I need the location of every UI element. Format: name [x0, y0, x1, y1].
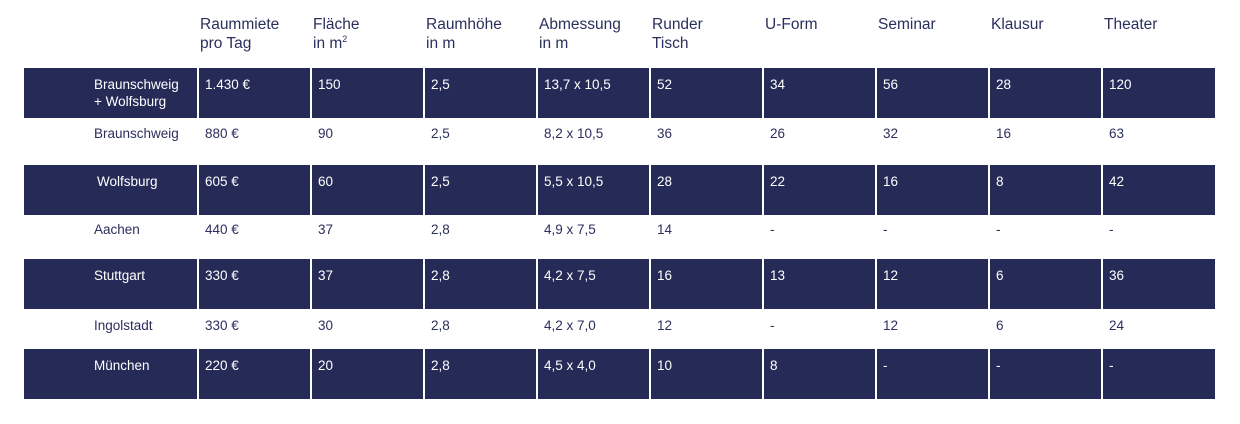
cell-seminar: -	[883, 222, 888, 237]
cell-raumhoehe: 2,5	[431, 126, 450, 141]
cell-abmessung: 13,7 x 10,5	[538, 68, 649, 118]
table-header: Raummiete pro Tag Fläche in m2 Raumhöhe in …	[0, 15, 1240, 65]
cell-abmessung: 4,5 x 4,0	[538, 349, 649, 399]
cell-seminar: 12	[877, 259, 988, 309]
cell-raumhoehe: 2,5	[425, 68, 536, 118]
header-klausur: Klausur	[991, 16, 1044, 33]
cell-klausur: 6	[990, 259, 1101, 309]
table-row: Braunschweig + Wolfsburg 1.430 € 150 2,5…	[24, 68, 1215, 118]
cell-runder-tisch: 52	[651, 68, 762, 118]
cell-raummiete: 330 €	[205, 318, 239, 333]
cell-flaeche: 60	[312, 165, 423, 215]
cell-seminar: 32	[883, 126, 899, 141]
header-runder-tisch: Runder Tisch	[652, 16, 703, 52]
cell-theater: 120	[1103, 68, 1215, 118]
table-row: München 220 € 20 2,8 4,5 x 4,0 10 8 - - …	[24, 349, 1215, 399]
cell-flaeche: 90	[318, 126, 334, 141]
cell-runder-tisch: 16	[651, 259, 762, 309]
header-flaeche: Fläche in m2	[313, 16, 360, 52]
cell-abmessung: 8,2 x 10,5	[544, 126, 604, 141]
cell-theater: -	[1109, 222, 1114, 237]
table-row: Ingolstadt 330 € 30 2,8 4,2 x 7,0 12 - 1…	[24, 309, 1215, 359]
header-abmessung: Abmessung in m	[539, 16, 621, 52]
cell-flaeche: 37	[312, 259, 423, 309]
cell-raumhoehe: 2,8	[431, 222, 450, 237]
header-theater: Theater	[1104, 16, 1158, 33]
cell-u-form: 22	[764, 165, 875, 215]
cell-runder-tisch: 14	[657, 222, 673, 237]
cell-flaeche: 20	[312, 349, 423, 399]
cell-u-form: 13	[764, 259, 875, 309]
cell-abmessung: 4,9 x 7,5	[544, 222, 596, 237]
table-row: Wolfsburg 605 € 60 2,5 5,5 x 10,5 28 22 …	[24, 165, 1215, 215]
location-name: Stuttgart	[24, 259, 197, 309]
cell-seminar: -	[877, 349, 988, 399]
cell-flaeche: 150	[312, 68, 423, 118]
cell-flaeche: 30	[318, 318, 334, 333]
cell-klausur: 8	[990, 165, 1101, 215]
cell-raummiete: 330 €	[199, 259, 310, 309]
location-name: München	[24, 349, 197, 399]
cell-abmessung: 4,2 x 7,5	[538, 259, 649, 309]
cell-raummiete: 1.430 €	[199, 68, 310, 118]
table-row: Aachen 440 € 37 2,8 4,9 x 7,5 14 - - - -	[24, 213, 1215, 263]
cell-flaeche: 37	[318, 222, 334, 237]
location-name: Ingolstadt	[94, 318, 153, 333]
cell-raummiete: 605 €	[199, 165, 310, 215]
cell-u-form: 34	[764, 68, 875, 118]
header-seminar: Seminar	[878, 16, 936, 33]
table-row: Braunschweig 880 € 90 2,5 8,2 x 10,5 36 …	[24, 117, 1215, 167]
location-name: Aachen	[94, 222, 140, 237]
cell-abmessung: 5,5 x 10,5	[538, 165, 649, 215]
cell-theater: -	[1103, 349, 1215, 399]
location-name: Braunschweig + Wolfsburg	[24, 68, 197, 118]
cell-u-form: -	[770, 222, 775, 237]
cell-u-form: -	[770, 318, 775, 333]
cell-raumhoehe: 2,5	[425, 165, 536, 215]
cell-u-form: 8	[764, 349, 875, 399]
cell-raumhoehe: 2,8	[431, 318, 450, 333]
header-raummiete: Raummiete pro Tag	[200, 16, 280, 52]
cell-klausur: -	[996, 222, 1001, 237]
location-name: Braunschweig	[94, 126, 179, 141]
cell-seminar: 56	[877, 68, 988, 118]
cell-theater: 36	[1103, 259, 1215, 309]
cell-seminar: 12	[883, 318, 899, 333]
cell-u-form: 26	[770, 126, 786, 141]
table-row: Stuttgart 330 € 37 2,8 4,2 x 7,5 16 13 1…	[24, 259, 1215, 309]
cell-klausur: -	[990, 349, 1101, 399]
location-name: Wolfsburg	[24, 165, 197, 215]
cell-raummiete: 880 €	[205, 126, 239, 141]
cell-runder-tisch: 12	[657, 318, 673, 333]
cell-klausur: 6	[996, 318, 1004, 333]
cell-runder-tisch: 36	[657, 126, 673, 141]
cell-raummiete: 440 €	[205, 222, 239, 237]
header-raumhoehe: Raumhöhe in m	[426, 16, 502, 52]
cell-seminar: 16	[877, 165, 988, 215]
cell-abmessung: 4,2 x 7,0	[544, 318, 596, 333]
cell-runder-tisch: 10	[651, 349, 762, 399]
cell-theater: 42	[1103, 165, 1215, 215]
cell-raumhoehe: 2,8	[425, 349, 536, 399]
cell-theater: 63	[1109, 126, 1125, 141]
cell-raumhoehe: 2,8	[425, 259, 536, 309]
cell-klausur: 16	[996, 126, 1012, 141]
header-u-form: U-Form	[765, 16, 818, 33]
cell-theater: 24	[1109, 318, 1125, 333]
cell-klausur: 28	[990, 68, 1101, 118]
cell-raummiete: 220 €	[199, 349, 310, 399]
cell-runder-tisch: 28	[651, 165, 762, 215]
